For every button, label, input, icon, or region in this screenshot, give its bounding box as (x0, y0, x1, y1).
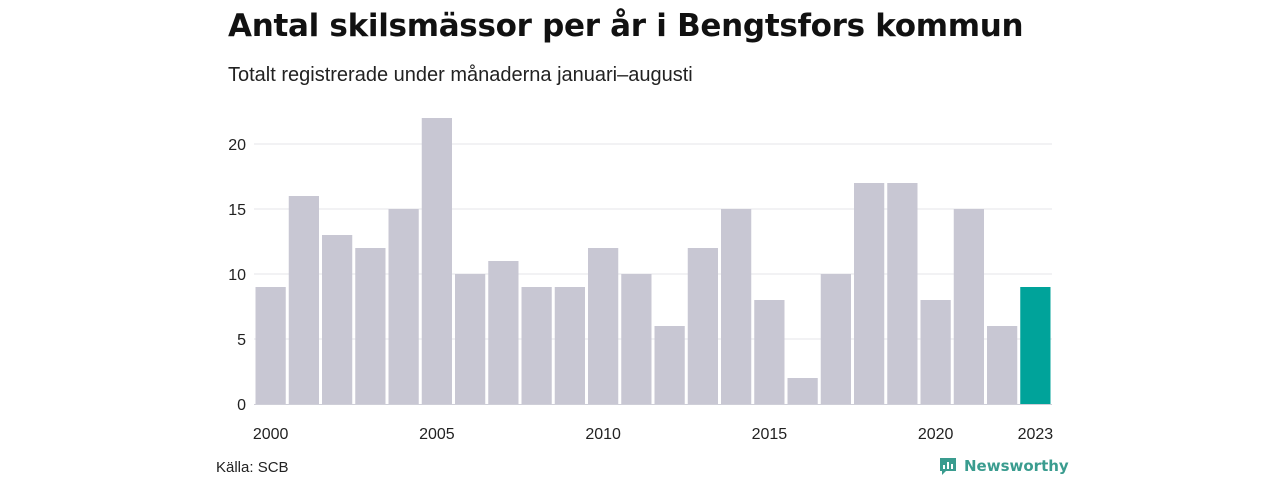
bar (455, 274, 486, 404)
x-tick-label: 2000 (253, 426, 289, 443)
bar (588, 248, 619, 404)
bar (754, 300, 785, 404)
bar (987, 326, 1018, 404)
chart-title: Antal skilsmässor per år i Bengtsfors ko… (228, 8, 1024, 44)
bar (255, 287, 286, 404)
bar (687, 248, 718, 404)
y-tick-label: 0 (237, 397, 246, 414)
bar (554, 287, 585, 404)
bar (820, 274, 851, 404)
bar (721, 209, 752, 404)
bar (288, 196, 319, 404)
bar (854, 183, 885, 404)
bar (355, 248, 386, 404)
x-tick-label: 2015 (752, 426, 788, 443)
y-tick-label: 10 (228, 267, 246, 284)
x-tick-label: 2023 (1018, 426, 1054, 443)
bar (521, 287, 552, 404)
y-tick-label: 5 (237, 332, 246, 349)
y-tick-label: 20 (228, 137, 246, 154)
bar (322, 235, 353, 404)
chart-subtitle: Totalt registrerade under månaderna janu… (228, 64, 693, 86)
bar (920, 300, 951, 404)
bar (787, 378, 818, 404)
y-tick-label: 15 (228, 202, 246, 219)
bar (1020, 287, 1051, 404)
source-note: Källa: SCB (216, 459, 289, 476)
brand-name: Newsworthy (964, 457, 1069, 475)
bar (421, 118, 452, 404)
newsworthy-logo-icon (940, 458, 956, 475)
bar (654, 326, 685, 404)
bar (887, 183, 918, 404)
bar (953, 209, 984, 404)
bar (388, 209, 419, 404)
bar (488, 261, 519, 404)
x-tick-label: 2020 (918, 426, 954, 443)
brand-logo: Newsworthy (938, 456, 1069, 476)
x-tick-label: 2005 (419, 426, 455, 443)
x-tick-label: 2010 (585, 426, 621, 443)
bar (621, 274, 652, 404)
